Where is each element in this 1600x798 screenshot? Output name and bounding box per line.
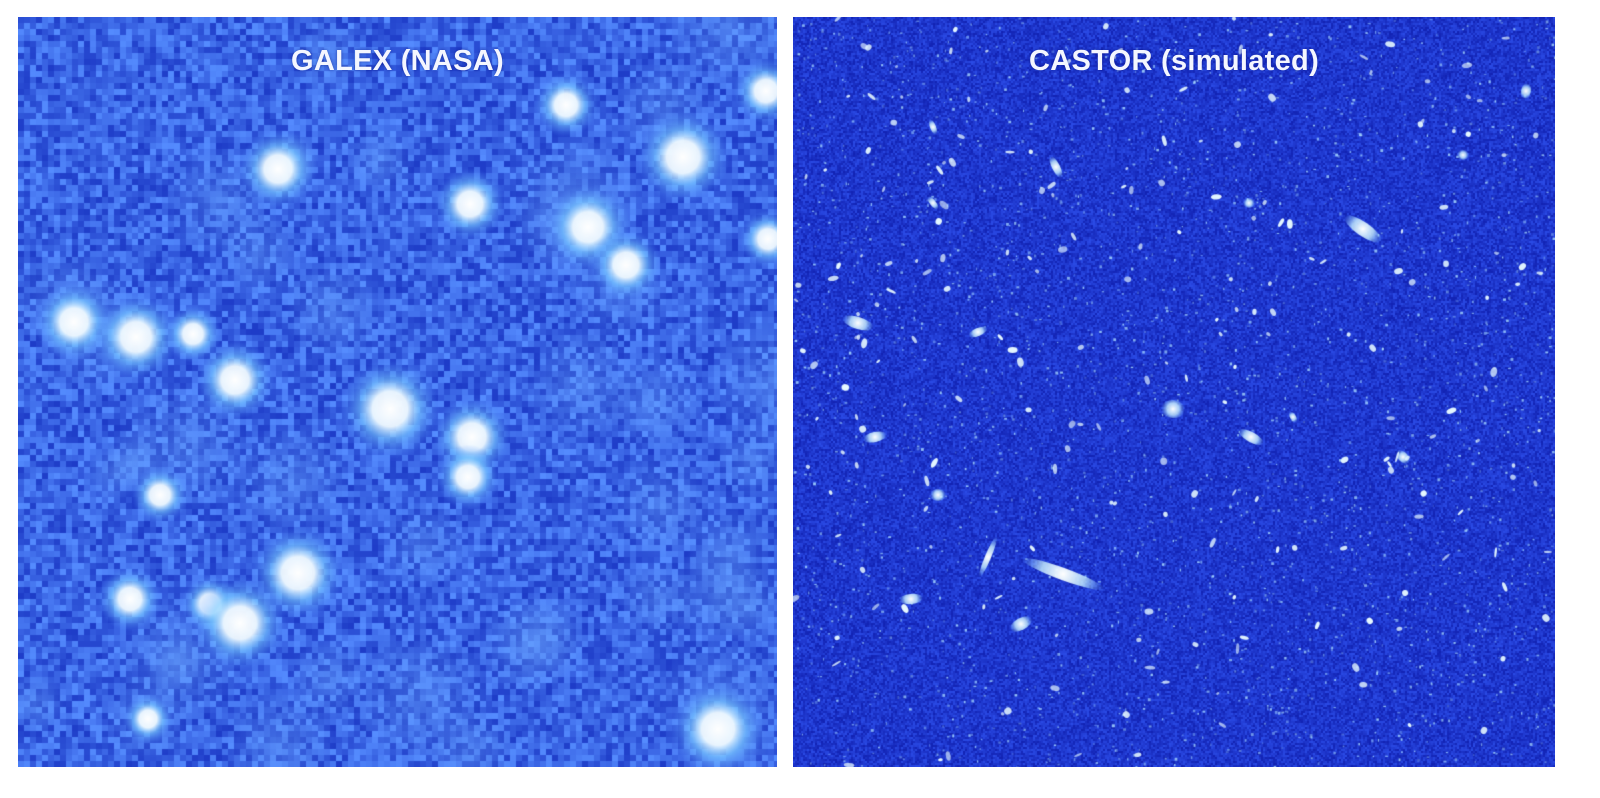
castor-image-panel: CASTOR (simulated) (793, 17, 1555, 767)
galex-image-panel: GALEX (NASA) (18, 17, 777, 767)
galex-panel-title: GALEX (NASA) (290, 45, 505, 77)
galex-ultraviolet-image (18, 17, 777, 767)
castor-simulated-image (793, 17, 1555, 767)
castor-panel-title: CASTOR (simulated) (1028, 45, 1320, 77)
